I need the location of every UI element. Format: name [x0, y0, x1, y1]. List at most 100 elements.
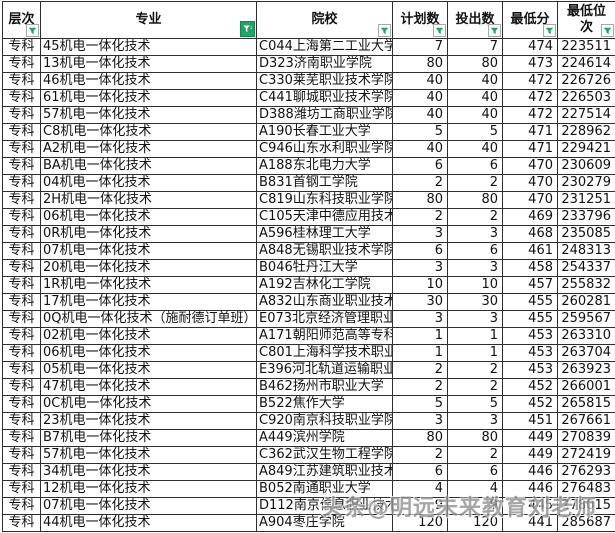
cell-cast[interactable]: 3 [448, 226, 503, 243]
cell-rank[interactable]: 276293 [558, 464, 615, 481]
column-header-college[interactable]: 院校 [257, 2, 393, 39]
cell-level[interactable]: 专科 [3, 430, 41, 447]
cell-major[interactable]: 45机电一体化技术 [41, 39, 257, 56]
cell-plan[interactable]: 3 [393, 413, 448, 430]
cell-score[interactable]: 455 [503, 311, 558, 328]
cell-rank[interactable]: 266001 [558, 379, 615, 396]
cell-major[interactable]: C8机电一体化技术 [41, 124, 257, 141]
cell-plan[interactable]: 80 [393, 56, 448, 73]
cell-college[interactable]: D323济南职业学院 [257, 56, 393, 73]
filter-dropdown-icon[interactable] [543, 24, 556, 37]
cell-cast[interactable]: 40 [448, 141, 503, 158]
cell-college[interactable]: D112南京信息职业技术 [257, 498, 393, 515]
cell-score[interactable]: 458 [503, 260, 558, 277]
cell-cast[interactable]: 6 [448, 464, 503, 481]
cell-major[interactable]: 57机电一体化技术 [41, 107, 257, 124]
cell-rank[interactable]: 285687 [558, 515, 615, 532]
cell-plan[interactable]: 2 [393, 362, 448, 379]
cell-college[interactable]: C330莱芜职业技术学院 [257, 73, 393, 90]
cell-level[interactable]: 专科 [3, 90, 41, 107]
cell-level[interactable]: 专科 [3, 107, 41, 124]
column-header-score[interactable]: 最低分 [503, 2, 558, 39]
cell-major[interactable]: 44机电一体化技术 [41, 515, 257, 532]
cell-rank[interactable]: 229421 [558, 141, 615, 158]
cell-level[interactable]: 专科 [3, 498, 41, 515]
cell-plan[interactable]: 2 [393, 209, 448, 226]
cell-level[interactable]: 专科 [3, 39, 41, 56]
cell-score[interactable]: 469 [503, 209, 558, 226]
cell-plan[interactable]: 40 [393, 141, 448, 158]
cell-cast[interactable]: 80 [448, 430, 503, 447]
cell-major[interactable]: 61机电一体化技术 [41, 90, 257, 107]
cell-rank[interactable]: 226503 [558, 90, 615, 107]
cell-score[interactable]: 446 [503, 464, 558, 481]
cell-college[interactable]: C362武汉生物工程学院 [257, 447, 393, 464]
cell-cast[interactable]: 2 [448, 209, 503, 226]
cell-score[interactable]: 470 [503, 192, 558, 209]
cell-college[interactable]: C819山东科技职业学院 [257, 192, 393, 209]
cell-plan[interactable]: 7 [393, 39, 448, 56]
cell-cast[interactable]: 2 [448, 379, 503, 396]
cell-level[interactable]: 专科 [3, 447, 41, 464]
cell-score[interactable]: 452 [503, 379, 558, 396]
cell-level[interactable]: 专科 [3, 311, 41, 328]
cell-college[interactable]: E073北京经济管理职业 [257, 311, 393, 328]
cell-rank[interactable]: 226726 [558, 73, 615, 90]
filter-dropdown-icon[interactable] [488, 24, 501, 37]
cell-major[interactable]: 05机电一体化技术 [41, 362, 257, 379]
column-header-rank[interactable]: 最低位次 [558, 2, 615, 39]
cell-level[interactable]: 专科 [3, 328, 41, 345]
cell-score[interactable]: 473 [503, 56, 558, 73]
cell-level[interactable]: 专科 [3, 277, 41, 294]
cell-score[interactable]: 472 [503, 90, 558, 107]
cell-score[interactable]: 453 [503, 345, 558, 362]
filter-dropdown-icon[interactable] [433, 24, 446, 37]
cell-college[interactable]: A192吉林化工学院 [257, 277, 393, 294]
cell-rank[interactable]: 248313 [558, 243, 615, 260]
cell-score[interactable]: 455 [503, 294, 558, 311]
cell-plan[interactable]: 5 [393, 124, 448, 141]
cell-major[interactable]: A2机电一体化技术 [41, 141, 257, 158]
cell-level[interactable]: 专科 [3, 209, 41, 226]
cell-plan[interactable]: 120 [393, 515, 448, 532]
cell-college[interactable]: D388潍坊工商职业学院 [257, 107, 393, 124]
cell-college[interactable]: B052南通职业大学 [257, 481, 393, 498]
cell-college[interactable]: A832山东商业职业技术 [257, 294, 393, 311]
cell-plan[interactable]: 80 [393, 192, 448, 209]
cell-college[interactable]: A904枣庄学院 [257, 515, 393, 532]
filter-dropdown-icon[interactable] [26, 24, 39, 37]
cell-plan[interactable]: 3 [393, 226, 448, 243]
cell-rank[interactable]: 227514 [558, 107, 615, 124]
cell-major[interactable]: 47机电一体化技术 [41, 379, 257, 396]
cell-rank[interactable]: 224614 [558, 56, 615, 73]
cell-major[interactable]: 06机电一体化技术 [41, 345, 257, 362]
cell-plan[interactable]: 40 [393, 90, 448, 107]
cell-major[interactable]: 13机电一体化技术 [41, 56, 257, 73]
cell-cast[interactable]: 1 [448, 328, 503, 345]
cell-level[interactable]: 专科 [3, 362, 41, 379]
cell-score[interactable]: 470 [503, 158, 558, 175]
cell-plan[interactable]: 4 [393, 481, 448, 498]
filter-dropdown-icon[interactable] [601, 24, 614, 37]
cell-college[interactable]: C920南京科技职业学院 [257, 413, 393, 430]
cell-cast[interactable]: 6 [448, 243, 503, 260]
cell-cast[interactable]: 2 [448, 362, 503, 379]
cell-major[interactable]: 34机电一体化技术 [41, 464, 257, 481]
cell-level[interactable]: 专科 [3, 158, 41, 175]
cell-level[interactable]: 专科 [3, 226, 41, 243]
cell-score[interactable]: 470 [503, 175, 558, 192]
column-header-plan[interactable]: 计划数 [393, 2, 448, 39]
cell-cast[interactable]: 10 [448, 277, 503, 294]
cell-score[interactable]: 468 [503, 226, 558, 243]
cell-college[interactable]: A849江苏建筑职业技术 [257, 464, 393, 481]
cell-rank[interactable]: 254337 [558, 260, 615, 277]
cell-major[interactable]: 04机电一体化技术 [41, 175, 257, 192]
cell-level[interactable]: 专科 [3, 56, 41, 73]
cell-rank[interactable]: 270839 [558, 430, 615, 447]
cell-rank[interactable]: 230279 [558, 175, 615, 192]
cell-college[interactable]: A596桂林理工大学 [257, 226, 393, 243]
cell-cast[interactable]: 9 [448, 498, 503, 515]
cell-score[interactable]: 441 [503, 515, 558, 532]
cell-cast[interactable]: 80 [448, 192, 503, 209]
cell-college[interactable]: C105天津中德应用技术 [257, 209, 393, 226]
